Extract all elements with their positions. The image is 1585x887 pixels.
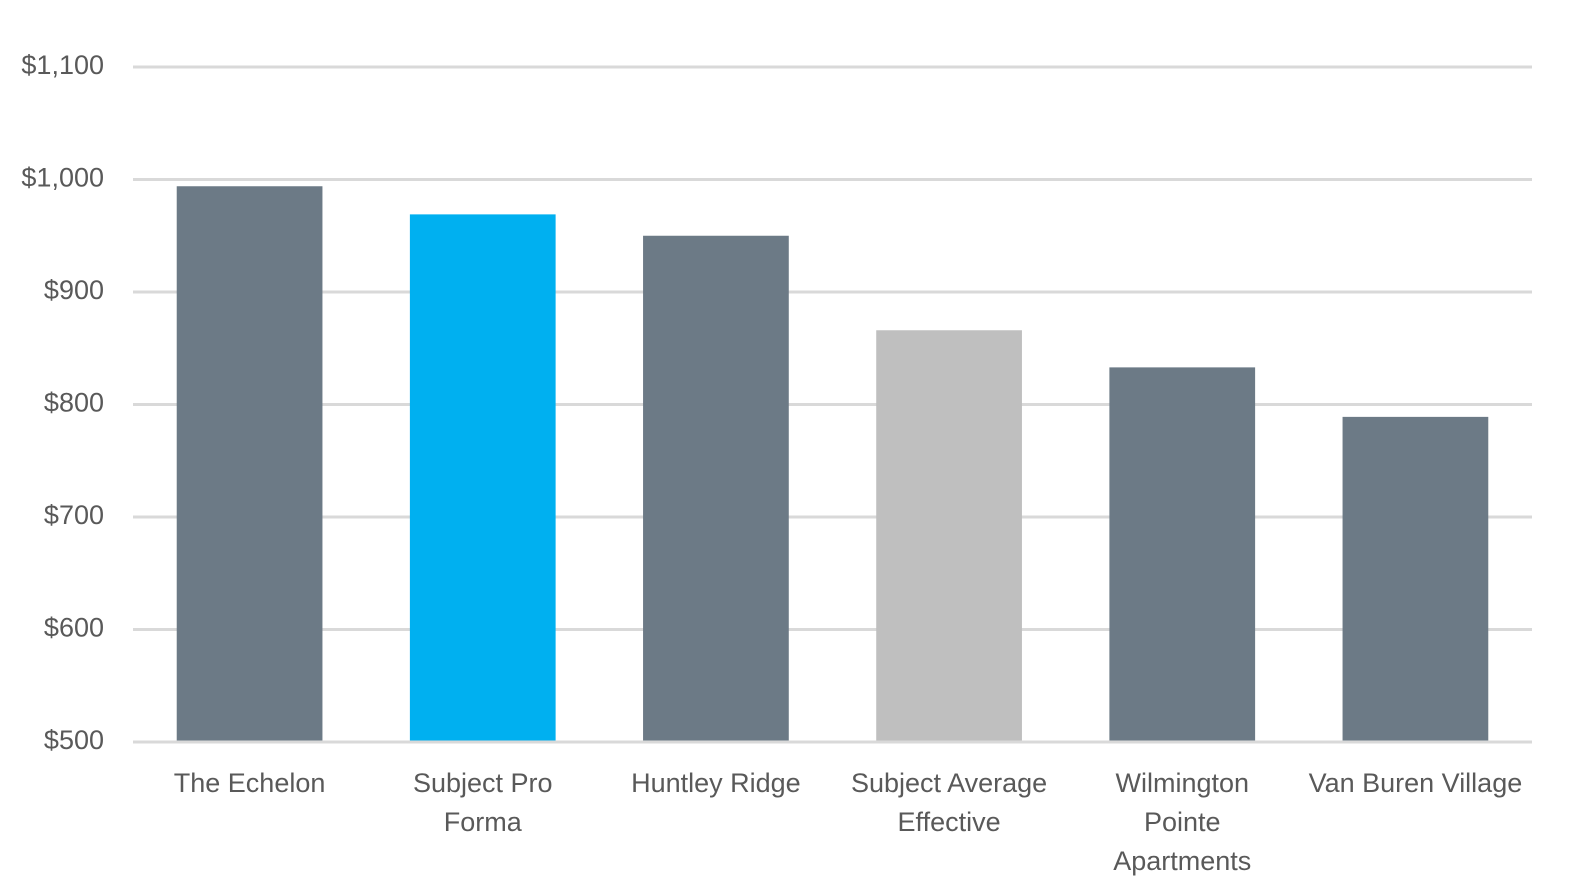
x-tick-label: The Echelon [173,768,326,798]
x-tick-label: Van Buren Village [1308,768,1523,798]
x-tick-label: Wilmington Pointe Apartments [1113,768,1252,876]
x-tick-label: Subject Pro Forma [412,768,553,837]
y-tick-label: $600 [44,613,104,643]
y-tick-label: $800 [44,388,104,418]
bar [1109,367,1256,742]
y-tick-label: $700 [44,500,104,530]
bar [643,235,789,742]
y-tick-label: $1,000 [21,163,104,193]
bar [176,186,323,742]
x-tick-label: Huntley Ridge [631,768,801,798]
y-tick-label: $900 [44,275,104,305]
bar [876,330,1022,742]
y-tick-label: $500 [44,725,104,755]
y-tick-label: $1,100 [21,50,104,80]
bar [1342,416,1489,742]
bar [409,214,556,742]
x-tick-label: Subject Average Effective [851,768,1048,837]
